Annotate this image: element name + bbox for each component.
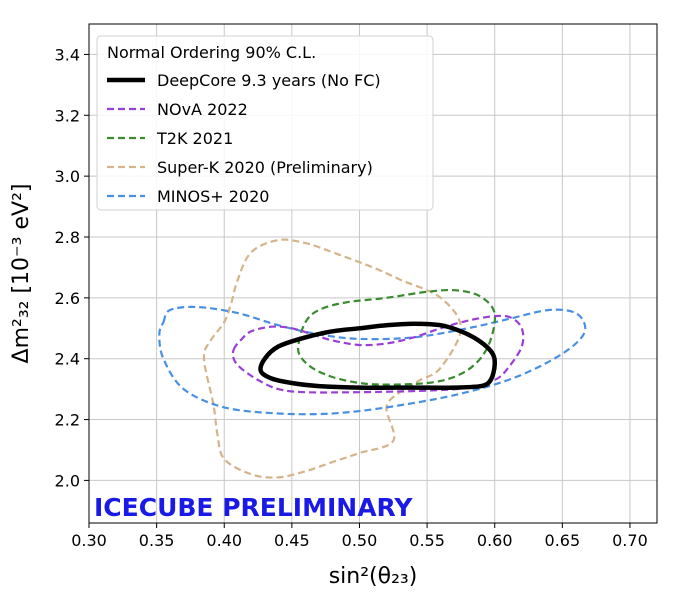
y-axis-title: Δm²₃₂ [10⁻³ eV²] [9, 184, 34, 364]
legend: Normal Ordering 90% C.L. DeepCore 9.3 yea… [96, 35, 434, 211]
y-tick-label: 2.0 [55, 471, 80, 490]
contour-nova-2022 [231, 314, 525, 394]
x-tick-label: 0.50 [342, 531, 378, 550]
x-axis-title: sin²(θ₂₃) [329, 564, 418, 589]
contour-deepcore-9-3-years-no-fc [258, 321, 498, 390]
x-tick-label: 0.65 [545, 531, 581, 550]
x-tick-label: 0.70 [612, 531, 648, 550]
x-tick-label: 0.45 [274, 531, 310, 550]
legend-entry-label: MINOS+ 2020 [157, 187, 269, 206]
y-tick-label: 3.0 [55, 167, 80, 186]
watermark-text: ICECUBE PRELIMINARY [94, 493, 413, 522]
contour-minos-2020 [158, 305, 587, 416]
axes-frame [88, 23, 658, 524]
y-tick-label: 2.8 [55, 228, 80, 247]
legend-entry-label: T2K 2021 [156, 129, 233, 148]
x-tick-label: 0.55 [409, 531, 445, 550]
contour-super-k-2020-preliminary [202, 238, 462, 479]
y-tick-label: 3.4 [55, 45, 80, 64]
legend-title: Normal Ordering 90% C.L. [107, 43, 316, 62]
contour-curves [158, 238, 587, 479]
legend-entry-label: NOvA 2022 [157, 100, 248, 119]
legend-entry-label: Super-K 2020 (Preliminary) [157, 158, 373, 177]
y-tick-label: 2.6 [55, 289, 80, 308]
contour-t2k-2021 [296, 288, 497, 386]
axis-ticks: 0.30 0.35 0.40 0.45 0.50 0.55 0.60 0.65 0.70 2.0 2… [55, 45, 648, 550]
x-tick-label: 0.35 [139, 531, 175, 550]
y-tick-label: 2.2 [55, 411, 80, 430]
y-tick-label: 3.2 [55, 106, 80, 125]
y-tick-label: 2.4 [55, 350, 80, 369]
legend-entry-label: DeepCore 9.3 years (No FC) [157, 71, 381, 90]
x-tick-label: 0.60 [477, 531, 513, 550]
x-axis-title-text: sin²(θ₂₃) [329, 564, 418, 589]
x-tick-label: 0.30 [71, 531, 107, 550]
y-axis-title-text: Δm²₃₂ [10⁻³ eV²] [9, 184, 34, 364]
legend-box [96, 35, 434, 211]
x-tick-label: 0.40 [206, 531, 242, 550]
